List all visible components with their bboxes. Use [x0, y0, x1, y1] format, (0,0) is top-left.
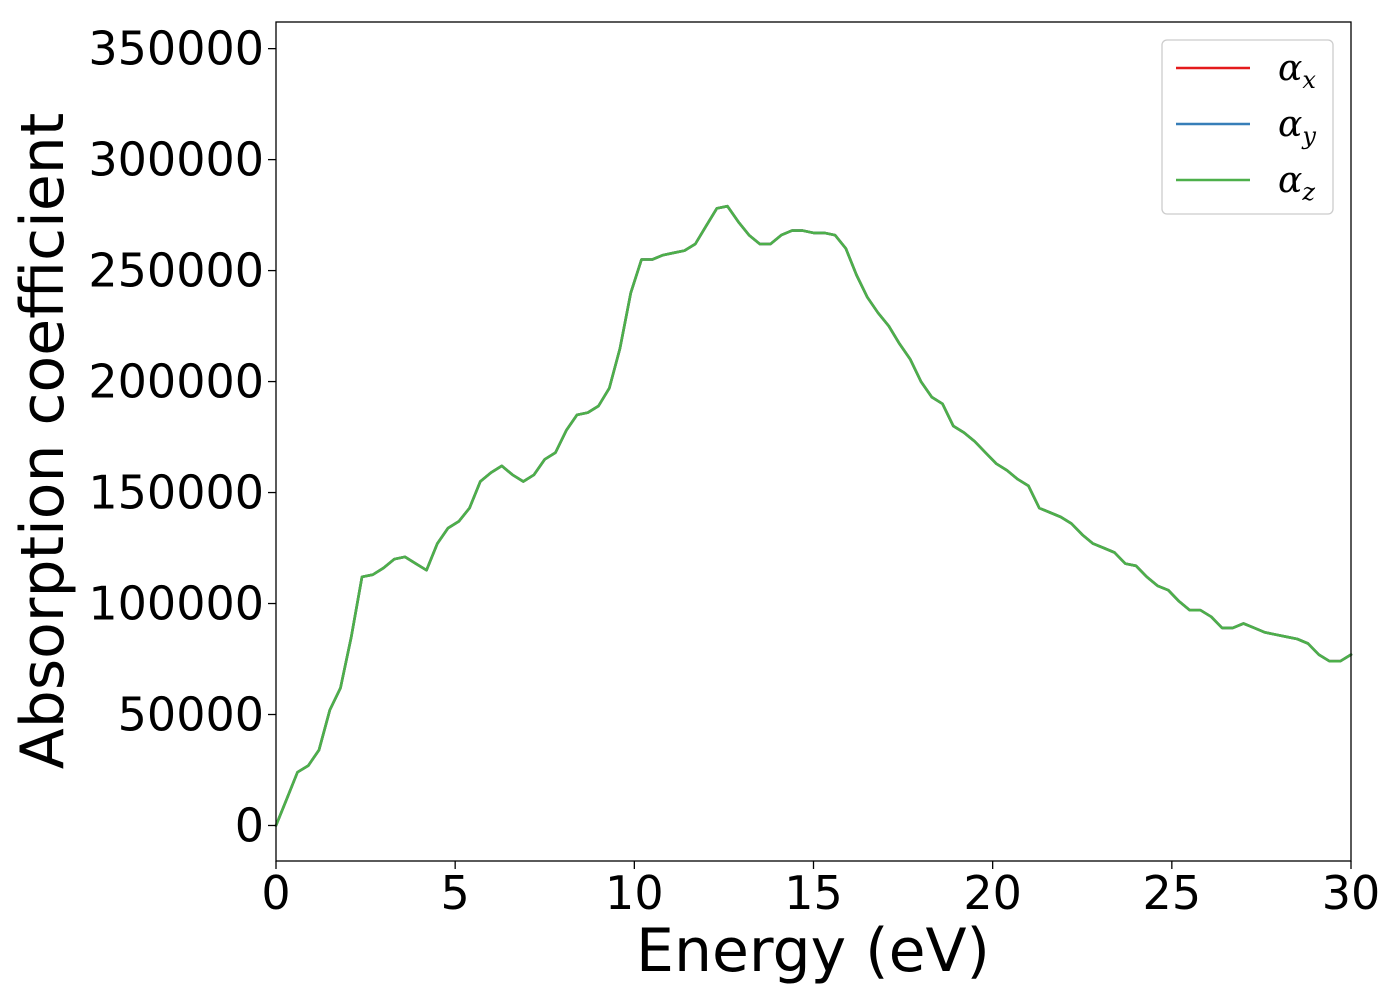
series-line-x — [274, 204, 1353, 827]
legend: αx αy αz — [1161, 39, 1334, 215]
legend-label-x: αx — [1278, 48, 1316, 94]
x-tick-label: 0 — [261, 866, 290, 920]
y-axis-ticks: 0 50000 100000 150000 200000 250000 300000 3500… — [88, 22, 276, 852]
series-layer — [274, 204, 1353, 827]
x-axis-ticks: 0 5 10 15 20 25 30 — [261, 861, 1380, 920]
y-axis-title: Absorption coefficient — [8, 113, 78, 770]
y-tick-label: 50000 — [118, 688, 264, 742]
y-tick-label: 100000 — [88, 577, 264, 631]
x-axis-title: Energy (eV) — [636, 916, 990, 986]
x-tick-label: 15 — [784, 866, 843, 920]
legend-label-y: αy — [1278, 104, 1316, 150]
y-tick-label: 350000 — [88, 22, 264, 76]
y-tick-label: 200000 — [88, 355, 264, 409]
x-tick-label: 30 — [1322, 866, 1381, 920]
legend-label-z: αz — [1278, 160, 1315, 206]
y-tick-label: 300000 — [88, 133, 264, 187]
y-tick-label: 250000 — [88, 244, 264, 298]
y-tick-label: 150000 — [88, 466, 264, 520]
y-tick-label: 0 — [235, 798, 264, 852]
legend-items: αx αy αz — [1176, 48, 1316, 206]
x-tick-label: 10 — [605, 866, 664, 920]
series-line-z — [274, 204, 1353, 827]
x-tick-label: 25 — [1143, 866, 1202, 920]
x-tick-label: 5 — [441, 866, 470, 920]
series-line-y — [274, 204, 1353, 827]
legend-box — [1161, 39, 1334, 215]
x-tick-label: 20 — [963, 866, 1022, 920]
